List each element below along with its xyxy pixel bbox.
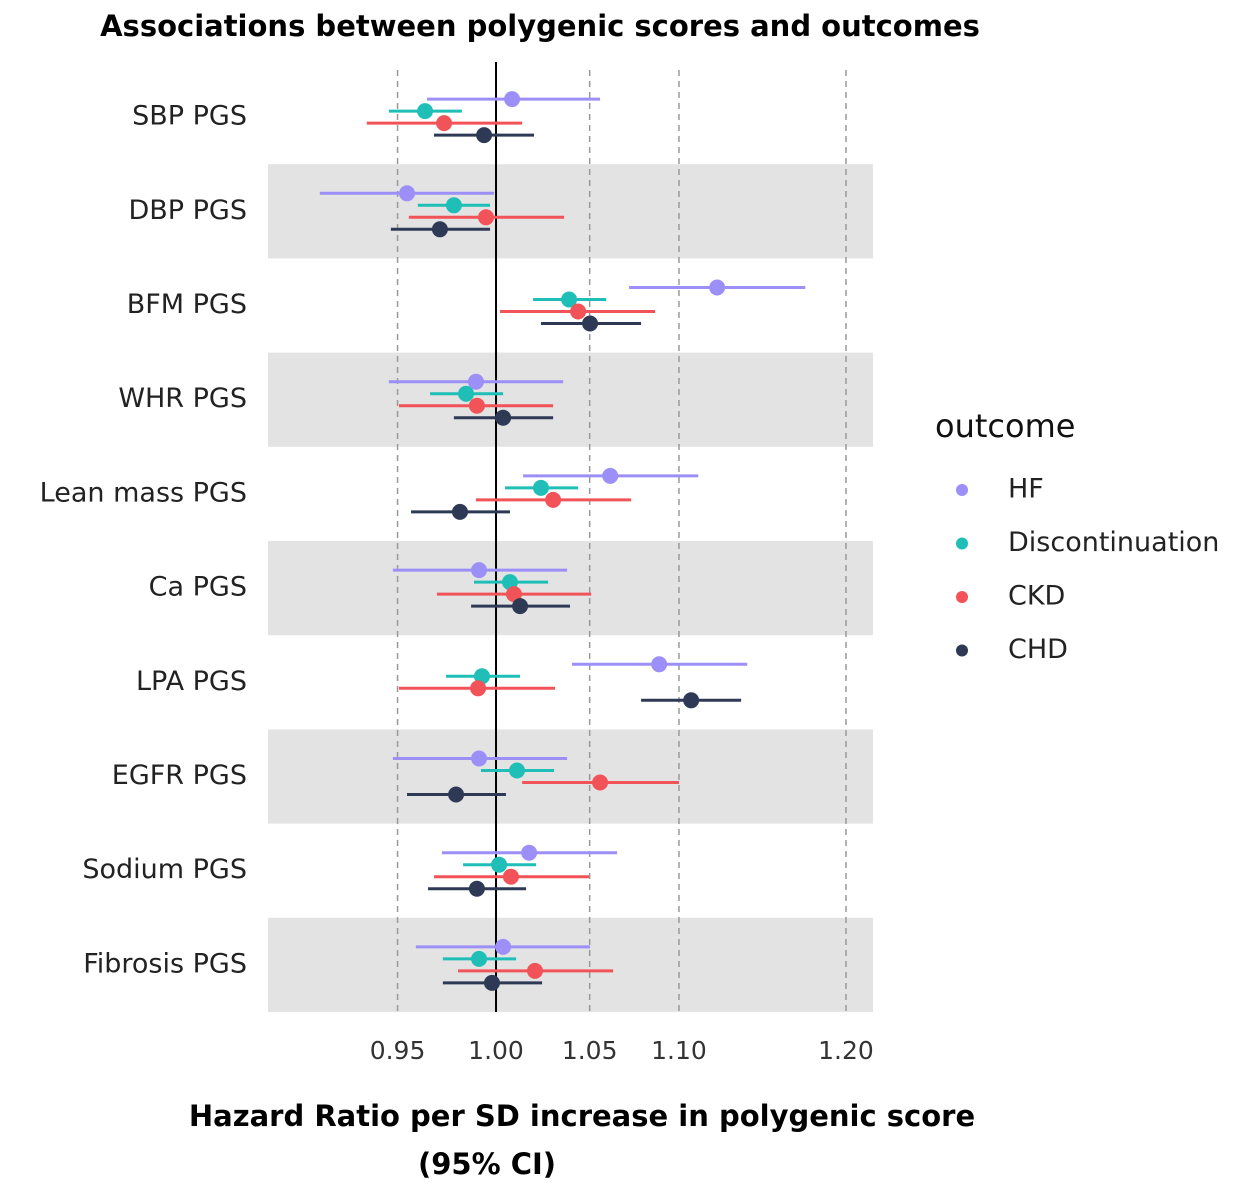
- point: [532, 479, 549, 496]
- legend-label: CHD: [1008, 634, 1068, 665]
- y-tick-label: Fibrosis PGS: [83, 948, 247, 979]
- point: [582, 315, 599, 332]
- point: [495, 409, 512, 426]
- point: [709, 279, 726, 296]
- chart-title: Associations between polygenic scores an…: [100, 9, 980, 43]
- y-tick-label: Sodium PGS: [82, 854, 247, 885]
- point: [431, 221, 448, 238]
- x-tick-label: 0.95: [370, 1036, 426, 1065]
- point: [501, 574, 518, 591]
- point: [478, 209, 495, 226]
- y-tick-label: Ca PGS: [149, 572, 247, 603]
- legend-marker: [956, 484, 968, 496]
- row-band: [268, 352, 873, 447]
- row-band: [268, 917, 873, 1012]
- y-tick-label: EGFR PGS: [112, 760, 247, 791]
- x-tick-label: 1.10: [651, 1036, 707, 1065]
- y-tick-label: SBP PGS: [132, 101, 247, 132]
- point: [512, 598, 529, 615]
- point: [570, 303, 587, 320]
- point: [561, 291, 578, 308]
- x-tick-label: 1.20: [818, 1036, 874, 1065]
- x-axis-label: Hazard Ratio per SD increase in polygeni…: [189, 1099, 975, 1133]
- point: [468, 880, 485, 897]
- point: [651, 656, 668, 673]
- x-axis-label: (95% CI): [418, 1147, 556, 1181]
- point: [471, 750, 488, 767]
- point: [417, 103, 434, 120]
- legend-label: Discontinuation: [1008, 527, 1219, 558]
- point: [592, 774, 609, 791]
- point: [509, 762, 526, 779]
- y-tick-label: WHR PGS: [118, 383, 247, 414]
- legend-title: outcome: [935, 407, 1075, 445]
- point: [399, 185, 416, 202]
- point: [504, 91, 521, 108]
- legend-marker: [956, 591, 968, 603]
- point: [467, 373, 484, 390]
- row-band: [268, 729, 873, 824]
- y-tick-label: DBP PGS: [128, 195, 247, 226]
- point: [483, 974, 500, 991]
- legend-marker: [956, 537, 968, 550]
- point: [458, 385, 475, 402]
- x-tick-label: 1.05: [562, 1036, 618, 1065]
- point: [451, 503, 468, 520]
- point: [521, 844, 538, 861]
- point: [602, 467, 619, 484]
- legend-marker: [956, 644, 968, 657]
- point: [476, 127, 493, 144]
- point: [502, 868, 519, 885]
- point: [471, 950, 488, 967]
- point: [445, 197, 462, 214]
- point: [471, 562, 488, 579]
- point: [505, 586, 522, 603]
- point: [491, 856, 508, 873]
- row-band: [268, 541, 873, 636]
- y-tick-label: LPA PGS: [136, 666, 247, 697]
- point: [436, 115, 453, 132]
- point: [495, 938, 512, 955]
- point: [448, 786, 465, 803]
- y-tick-label: Lean mass PGS: [40, 477, 247, 508]
- legend-label: CKD: [1008, 581, 1065, 612]
- point: [545, 491, 562, 508]
- point: [468, 397, 485, 414]
- x-tick-label: 1.00: [468, 1036, 524, 1065]
- y-tick-label: BFM PGS: [127, 289, 247, 320]
- point: [526, 962, 543, 979]
- row-band: [268, 164, 873, 259]
- legend-label: HF: [1008, 474, 1044, 505]
- point: [473, 668, 490, 685]
- point: [683, 692, 700, 709]
- point: [470, 680, 487, 697]
